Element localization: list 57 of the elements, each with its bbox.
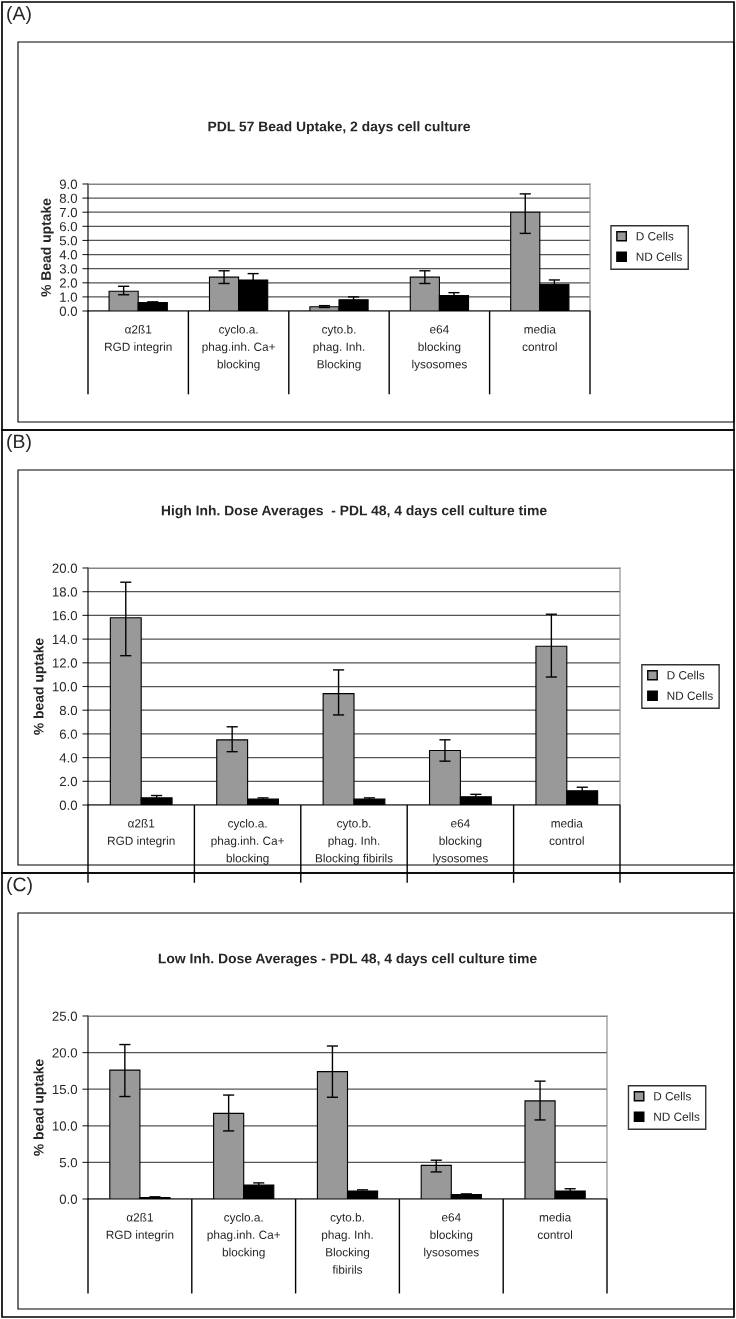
x-tick-label: e64 blocking lysosomes	[412, 325, 467, 371]
x-tick-label: cyclo.a. phag.inh. Ca+ blocking	[207, 1212, 281, 1259]
x-tick-label: media control	[549, 818, 584, 845]
legend-label: D Cells	[636, 231, 674, 241]
x-tick-label: e64 blocking lysosomes	[424, 1213, 479, 1259]
text: (A)	[7, 6, 31, 25]
x-tick-label: cyto.b. phag. Inh. Blocking	[313, 324, 365, 371]
x-tick-label: α2ß1 RGD integrin	[106, 1212, 174, 1242]
y-axis-title: % Bead uptake	[40, 198, 54, 297]
y-tick-label: 14.0	[52, 634, 78, 645]
chart-title: PDL 57 Bead Uptake, 2 days cell culture	[208, 121, 471, 135]
legend-label: ND Cells	[654, 1112, 700, 1121]
y-tick-label: 4.0	[59, 250, 78, 260]
y-tick-label: 0.0	[59, 306, 78, 316]
y-tick-label: 2.0	[59, 776, 78, 787]
legend-label: D Cells	[667, 670, 705, 680]
y-tick-label: 2.0	[59, 278, 78, 288]
y-tick-label: 6.0	[59, 729, 78, 739]
legend-label: D Cells	[654, 1091, 691, 1101]
x-tick-label: cyto.b. phag. Inh. Blocking fibirils	[322, 1212, 373, 1274]
y-tick-label: 18.0	[52, 587, 78, 597]
y-tick-label: 12.0	[52, 658, 78, 668]
legend-label: ND Cells	[636, 252, 682, 261]
x-tick-label: α2ß1 RGD integrin	[108, 818, 175, 848]
y-tick-label: 20.0	[52, 1048, 78, 1058]
y-tick-label: 7.0	[59, 207, 78, 218]
x-tick-label: e64 blocking lysosomes	[433, 819, 488, 865]
x-tick-label: media control	[522, 324, 557, 351]
y-tick-label: 15.0	[52, 1084, 78, 1095]
y-tick-label: 20.0	[52, 563, 78, 573]
y-tick-label: 6.0	[59, 221, 78, 232]
chart-title: High Inh. Dose Averages - PDL 48, 4 days cell culture time	[161, 505, 547, 519]
legend-label: ND Cells	[667, 691, 713, 700]
y-tick-label: 10.0	[52, 682, 78, 692]
y-tick-label: 4.0	[59, 753, 78, 763]
y-axis-title: % bead uptake	[33, 638, 47, 735]
y-tick-label: 5.0	[59, 1157, 78, 1168]
chart-title: Low Inh. Dose Averages - PDL 48, 4 days cell culture time	[158, 953, 537, 967]
y-tick-label: 8.0	[59, 705, 78, 716]
y-tick-label: 9.0	[59, 179, 78, 189]
x-tick-label: α2ß1 RGD integrin	[105, 324, 172, 354]
x-tick-label: cyclo.a. phag.inh. Ca+ blocking	[202, 324, 275, 371]
x-tick-label: cyclo.a. phag.inh. Ca+ blocking	[211, 818, 284, 865]
x-tick-label: media control	[537, 1212, 573, 1239]
y-tick-label: 10.0	[52, 1121, 78, 1131]
x-tick-label: cyto.b. phag. Inh. Blocking fibirils	[315, 818, 393, 865]
y-tick-label: 16.0	[52, 610, 78, 621]
y-tick-label: 3.0	[59, 264, 78, 274]
y-axis-title: % bead uptake	[33, 1059, 47, 1156]
text: (B)	[7, 434, 31, 453]
text: (C)	[7, 877, 32, 896]
y-tick-label: 1.0	[60, 292, 78, 302]
y-tick-label: 8.0	[59, 193, 78, 204]
y-tick-label: 5.0	[59, 236, 78, 246]
y-tick-label: 25.0	[52, 1011, 78, 1021]
y-tick-label: 0.0	[59, 1194, 78, 1204]
y-tick-label: 0.0	[59, 800, 78, 810]
